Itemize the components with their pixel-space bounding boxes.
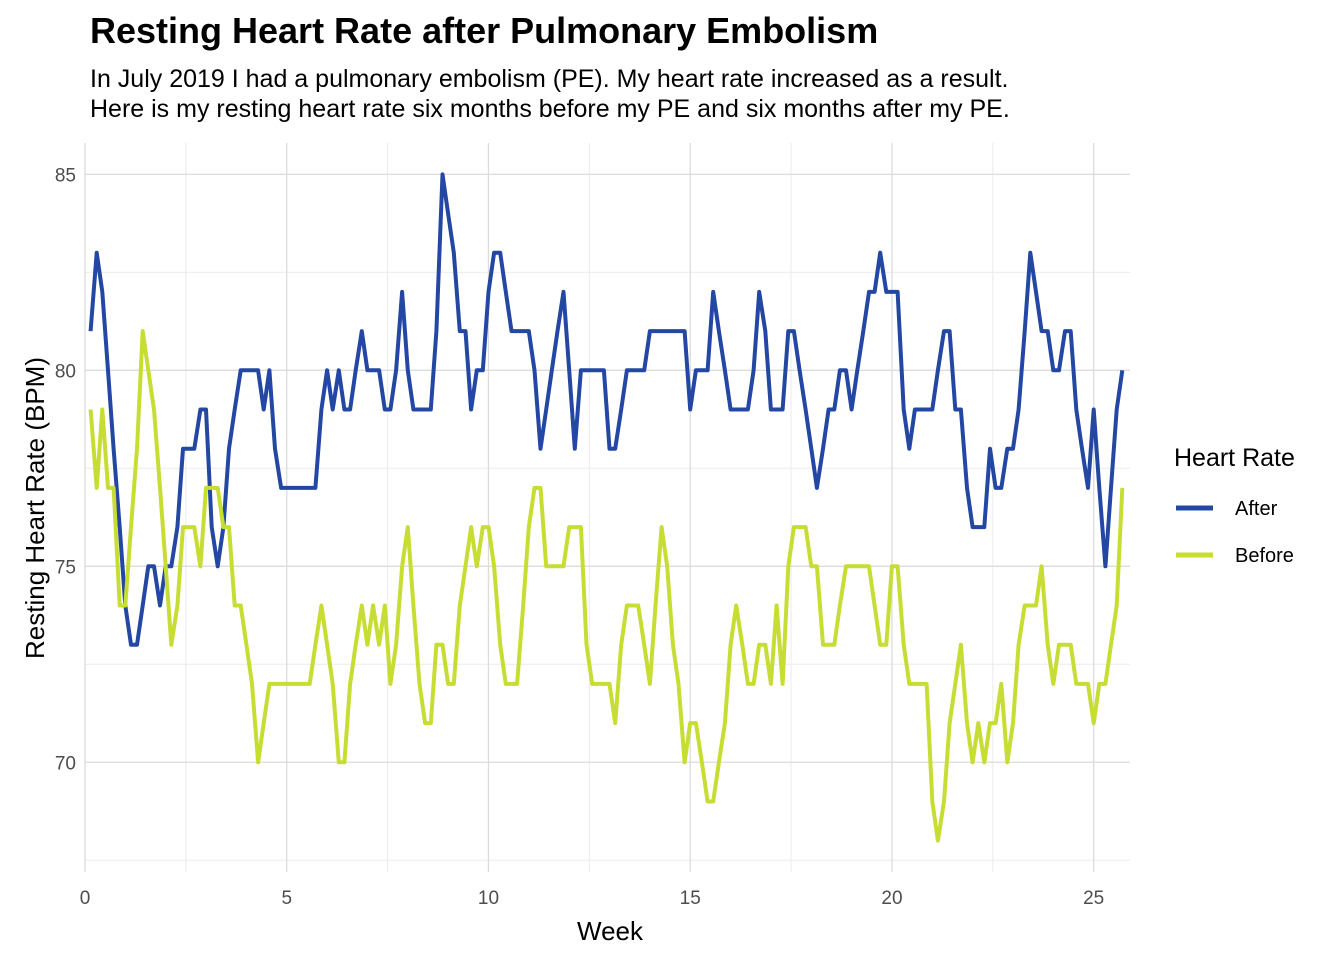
- series-lines: [88, 172, 1125, 843]
- x-tick-label: 5: [281, 888, 292, 909]
- subtitle-line-2: Here is my resting heart rate six months…: [90, 95, 1010, 123]
- y-tick-label: 85: [55, 165, 76, 186]
- legend-title: Heart Rate: [1174, 444, 1295, 472]
- y-axis-title: Resting Heart Rate (BPM): [20, 357, 50, 659]
- y-tick-label: 80: [55, 361, 76, 382]
- x-tick-label: 10: [478, 888, 499, 909]
- legend: Heart Rate After Before: [1174, 444, 1295, 567]
- series-line-before: [88, 329, 1125, 843]
- x-axis-title: Week: [577, 916, 644, 946]
- x-tick-label: 25: [1083, 888, 1104, 909]
- legend-label-after: After: [1235, 498, 1278, 520]
- x-tick-label: 0: [80, 888, 91, 909]
- chart-subtitle: In July 2019 I had a pulmonary embolism …: [90, 64, 1010, 124]
- axis-ticks: 0 5 10 15 20 25 70 75 80 85: [55, 165, 1104, 909]
- series-line-after: [88, 172, 1125, 647]
- chart-title: Resting Heart Rate after Pulmonary Embol…: [90, 10, 879, 51]
- y-tick-label: 70: [55, 753, 76, 774]
- subtitle-line-1: In July 2019 I had a pulmonary embolism …: [90, 65, 1009, 93]
- y-tick-label: 75: [55, 557, 76, 578]
- legend-label-before: Before: [1235, 545, 1294, 567]
- x-tick-label: 15: [680, 888, 701, 909]
- x-tick-label: 20: [881, 888, 902, 909]
